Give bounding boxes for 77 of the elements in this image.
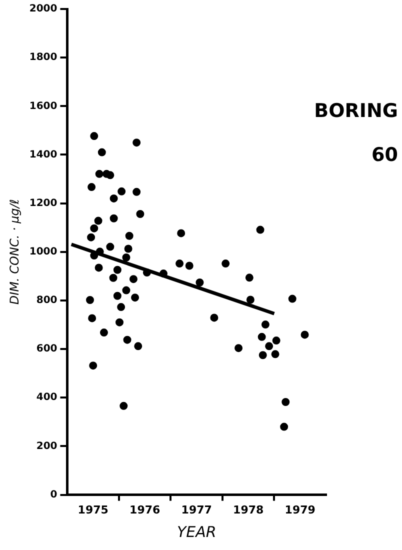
y-tick-label: 1800 [29, 52, 58, 64]
point [246, 296, 254, 304]
point [117, 303, 126, 312]
point [89, 362, 98, 370]
x-tick-label: 1979 [284, 503, 316, 516]
point [265, 342, 274, 350]
point [131, 294, 140, 302]
point [90, 224, 98, 232]
point [122, 286, 130, 294]
point [87, 233, 96, 242]
point [106, 242, 114, 251]
point [110, 214, 118, 222]
y-tick-label: 0 [50, 489, 58, 500]
point [118, 187, 126, 196]
point [159, 270, 168, 278]
y-tick-label: 1600 [29, 100, 58, 112]
point [88, 183, 96, 192]
point [90, 132, 98, 140]
point [88, 314, 96, 322]
point [288, 294, 296, 303]
x-axis-title: YEAR [176, 522, 216, 541]
y-tick-label: 200 [36, 440, 58, 452]
point [86, 296, 94, 304]
x-tick-label: 1978 [233, 503, 264, 516]
point [98, 148, 106, 156]
point [177, 229, 186, 238]
point [300, 330, 309, 339]
point [113, 266, 122, 274]
x-tick-label: 1975 [78, 503, 108, 516]
text: 60 [372, 144, 398, 166]
point [272, 336, 280, 345]
y-tick-label: 1000 [29, 246, 58, 258]
point [125, 232, 134, 240]
point [106, 171, 114, 180]
point [142, 268, 151, 277]
y-tick-label: 400 [36, 392, 58, 404]
point [261, 320, 270, 329]
point [245, 274, 254, 282]
point [134, 342, 142, 350]
point [210, 314, 218, 322]
point [256, 226, 264, 234]
point [258, 351, 267, 360]
annotation: BORING [314, 100, 398, 122]
point [132, 138, 141, 147]
point [123, 336, 132, 344]
point [120, 402, 128, 410]
point [94, 264, 103, 272]
point [95, 170, 104, 178]
y-tick-label: 800 [36, 295, 58, 306]
point [258, 332, 266, 341]
point [132, 188, 141, 196]
point [222, 260, 230, 268]
y-tick-label: 1400 [29, 149, 58, 160]
point [122, 253, 130, 262]
point [136, 210, 144, 218]
point [94, 216, 102, 225]
point [271, 350, 280, 358]
point [129, 275, 138, 284]
point [282, 398, 290, 406]
y-tick-label: 2000 [29, 4, 58, 15]
point [113, 292, 122, 300]
y-tick-label: 1200 [29, 198, 58, 209]
point [110, 194, 118, 202]
y-tick-label: 600 [36, 344, 58, 355]
point [280, 422, 288, 431]
point [196, 278, 204, 287]
x-tick-label: 1976 [130, 503, 161, 516]
point [176, 260, 184, 268]
point [116, 318, 124, 326]
point [109, 274, 118, 282]
x-tick-label: 1977 [181, 503, 212, 516]
point [96, 248, 104, 256]
point [124, 244, 132, 253]
point [185, 262, 194, 270]
point [100, 328, 108, 337]
y-axis-title: DIM. CONC. · µg/ℓ [7, 199, 22, 305]
point [234, 344, 243, 352]
